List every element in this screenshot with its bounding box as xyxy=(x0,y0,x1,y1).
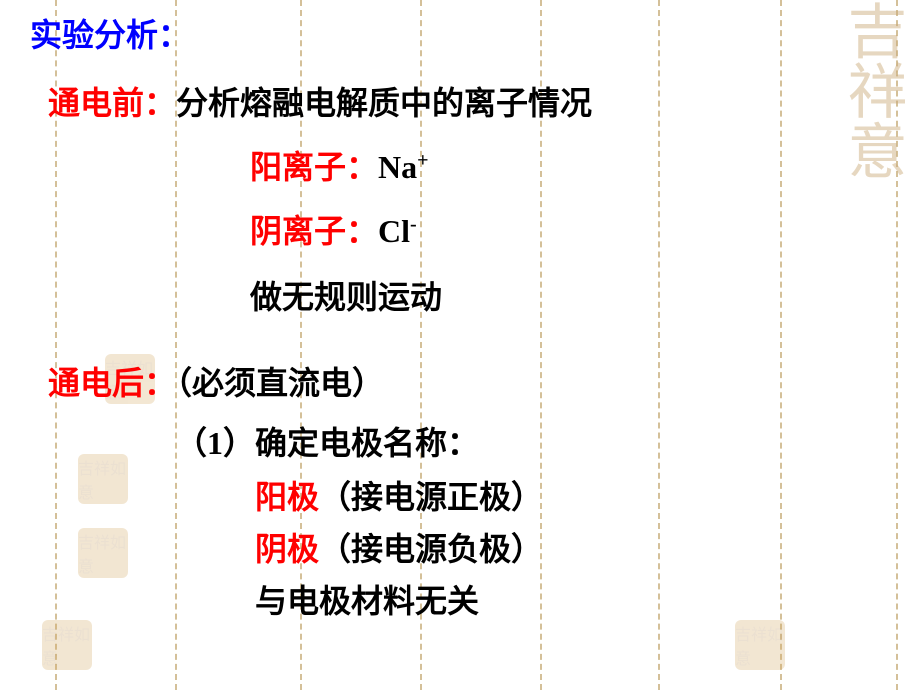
slide-content: 实验分析： 通电前：分析熔融电解质中的离子情况 阳离子：Na+ 阴离子：Cl- … xyxy=(0,0,920,630)
before-power-label: 通电前： xyxy=(48,85,176,121)
after-power-line: 通电后：（必须直流电） xyxy=(48,358,900,404)
anion-label: 阴离子： xyxy=(250,213,378,249)
anode-label: 阳极 xyxy=(255,479,319,515)
anion-line: 阴离子：Cl- xyxy=(250,206,900,252)
after-power-label: 通电后： xyxy=(48,365,176,401)
cathode-line: 阴极（接电源负极） xyxy=(255,524,900,570)
random-motion-text: 做无规则运动 xyxy=(250,272,900,318)
electrode-point: （1）确定电极名称： xyxy=(175,418,900,464)
cation-label: 阳离子： xyxy=(250,149,378,185)
material-note: 与电极材料无关 xyxy=(255,576,900,622)
before-power-desc: 分析熔融电解质中的离子情况 xyxy=(176,85,592,121)
anode-desc: （接电源正极） xyxy=(319,479,543,515)
cation-line: 阳离子：Na+ xyxy=(250,142,900,188)
cathode-desc: （接电源负极） xyxy=(319,531,543,567)
slide-title: 实验分析： xyxy=(30,10,900,56)
before-power-line: 通电前：分析熔融电解质中的离子情况 xyxy=(48,78,900,124)
anion-formula: Cl- xyxy=(378,213,417,249)
cathode-label: 阴极 xyxy=(255,531,319,567)
cation-formula: Na+ xyxy=(378,149,429,185)
anode-line: 阳极（接电源正极） xyxy=(255,472,900,518)
after-power-desc: （必须直流电） xyxy=(176,365,384,401)
